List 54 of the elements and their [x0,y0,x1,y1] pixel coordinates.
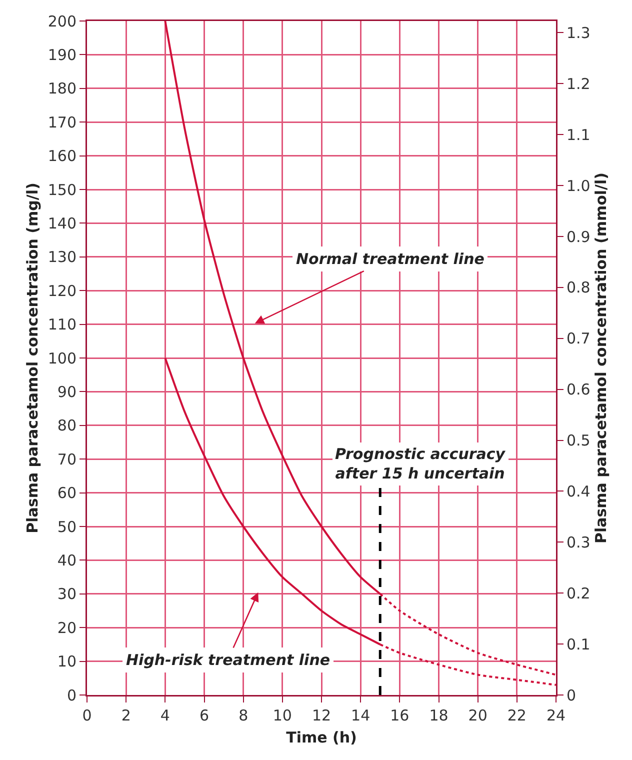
ref-line-label: Prognostic accuracy after 15 h uncertain [335,445,506,482]
y-tick-label: 100 [48,349,76,368]
y2-tick-label: 0.4 [566,482,590,500]
x-tick-label: 16 [390,706,410,724]
y2-tick-label: 0.7 [566,330,590,348]
x-tick-label: 12 [312,706,332,724]
y2-tick-label: 1.3 [566,24,590,42]
annotation: High-risk treatment line [126,651,330,669]
y-tick-label: 160 [48,147,76,166]
y2-axis-title: Plasma paracetamol concentration (mmol/l) [592,172,610,544]
y-tick-label: 90 [57,382,76,401]
y-tick-label: 180 [48,80,76,98]
y-tick-label: 140 [48,214,76,232]
y-tick-label: 80 [57,416,76,435]
y2-tick-label: 1.2 [566,74,590,93]
y-tick-label: 20 [57,618,76,637]
y2-tick-label: 0.5 [566,432,590,450]
x-tick-label: 22 [507,706,526,724]
y-tick-label: 30 [57,585,76,604]
y2-tick-label: 0.8 [566,278,590,297]
x-tick-label: 10 [272,706,292,724]
y-tick-label: 40 [57,551,76,570]
y-tick-label: 0 [66,686,76,704]
x-tick-label: 18 [429,706,448,724]
x-tick-label: 20 [468,706,488,724]
y-tick-label: 10 [57,652,76,671]
x-tick-label: 0 [82,706,92,724]
x-tick-label: 24 [546,706,566,724]
annotation: Normal treatment line [296,250,484,268]
y-tick-label: 190 [48,46,76,64]
y-tick-label: 200 [48,12,76,30]
x-tick-label: 4 [160,706,170,724]
y2-tick-label: 0.6 [566,380,590,399]
x-tick-label: 6 [199,706,210,724]
x-tick-label: 14 [351,706,370,724]
y-tick-label: 70 [57,450,76,468]
y2-tick-label: 0.1 [566,635,590,654]
y2-tick-label: 0 [566,686,576,704]
y2-tick-label: 0.9 [566,228,590,246]
x-axis-title: Time (h) [286,728,357,746]
y2-tick-label: 1.0 [566,176,590,195]
y2-tick-label: 0.2 [566,584,590,602]
y-tick-label: 170 [48,113,76,132]
y-tick-label: 110 [48,316,76,334]
y2-tick-label: 1.1 [566,126,590,144]
y-axis-title: Plasma paracetamol concentration (mg/l) [23,182,42,534]
x-tick-label: 2 [121,706,131,724]
y-tick-label: 130 [48,248,76,266]
x-tick-label: 8 [238,706,248,724]
y2-tick-label: 0.3 [566,533,590,552]
y-tick-label: 120 [48,282,76,300]
y-tick-label: 50 [57,518,76,536]
y-tick-label: 60 [57,484,76,502]
y-tick-label: 150 [48,180,76,199]
